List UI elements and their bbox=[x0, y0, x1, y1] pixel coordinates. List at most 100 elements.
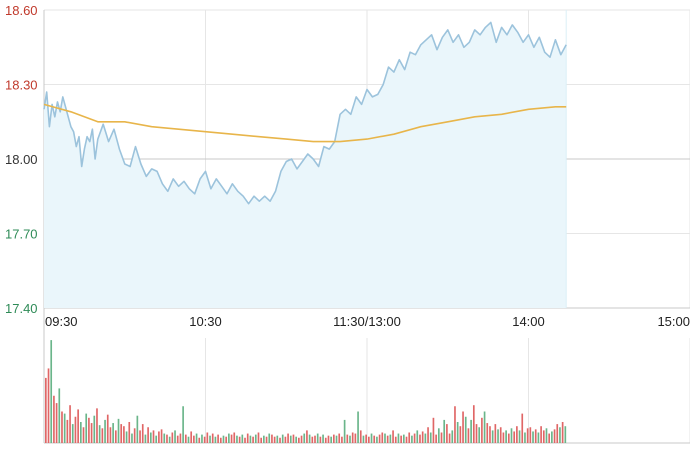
volume-bar bbox=[158, 431, 160, 443]
volume-bar bbox=[494, 424, 497, 443]
volume-bar bbox=[537, 432, 540, 443]
volume-bars bbox=[45, 340, 567, 443]
y-tick-label: 17.70 bbox=[5, 227, 38, 242]
volume-bar bbox=[459, 426, 462, 443]
volume-bar bbox=[155, 435, 158, 443]
volume-bar bbox=[559, 427, 561, 443]
volume-bar bbox=[45, 377, 47, 443]
volume-bar bbox=[182, 406, 184, 443]
volume-bar bbox=[499, 427, 502, 443]
volume-bar bbox=[184, 434, 187, 443]
volume-bar bbox=[279, 437, 281, 443]
volume-bar bbox=[341, 436, 343, 443]
volume-bar bbox=[117, 418, 120, 443]
volume-bar bbox=[532, 431, 534, 443]
volume-bar bbox=[114, 430, 117, 443]
volume-bar bbox=[268, 433, 271, 443]
volume-bar bbox=[427, 427, 429, 443]
volume-bar bbox=[238, 436, 241, 443]
volume-bar bbox=[176, 435, 179, 443]
volume-bar bbox=[292, 434, 295, 443]
volume-bar bbox=[209, 435, 211, 443]
volume-bar bbox=[489, 426, 491, 443]
volume-bar bbox=[526, 428, 529, 443]
volume-bar bbox=[324, 437, 327, 443]
x-tick-label: 10:30 bbox=[189, 314, 222, 329]
y-tick-label: 17.40 bbox=[5, 301, 38, 316]
volume-bar bbox=[440, 432, 443, 443]
volume-bar bbox=[314, 435, 316, 443]
x-tick-label: 11:30/13:00 bbox=[333, 314, 401, 329]
volume-bar bbox=[152, 430, 155, 443]
volume-bar bbox=[149, 432, 152, 443]
volume-bar bbox=[373, 435, 376, 443]
volume-bar bbox=[351, 432, 354, 443]
volume-bar bbox=[168, 436, 171, 443]
volume-bar bbox=[63, 413, 66, 443]
volume-bar bbox=[335, 435, 338, 443]
volume-bar bbox=[90, 423, 93, 443]
y-tick-label: 18.00 bbox=[5, 152, 38, 167]
volume-bar bbox=[174, 430, 176, 443]
volume-bar bbox=[195, 433, 198, 443]
volume-bar bbox=[211, 433, 214, 443]
volume-bar bbox=[475, 424, 478, 443]
volume-bar bbox=[451, 430, 454, 443]
volume-bar bbox=[534, 429, 537, 443]
volume-bar bbox=[327, 435, 330, 443]
volume-bar bbox=[362, 435, 365, 443]
volume-bar bbox=[432, 417, 435, 443]
volume-bar bbox=[394, 436, 397, 443]
volume-bar bbox=[298, 437, 300, 443]
volume-bar bbox=[359, 430, 362, 443]
volume-bar bbox=[203, 436, 206, 443]
volume-bar bbox=[421, 431, 424, 443]
volume-bar bbox=[190, 431, 193, 443]
volume-bar bbox=[322, 434, 324, 443]
volume-bar bbox=[411, 435, 413, 443]
volume-bar bbox=[443, 419, 446, 443]
volume-bar bbox=[85, 413, 88, 443]
volume-bar bbox=[551, 431, 553, 443]
volume-bar bbox=[386, 435, 389, 443]
volume-bar bbox=[206, 432, 209, 443]
volume-bar bbox=[419, 434, 421, 443]
volume-bar bbox=[542, 430, 545, 443]
volume-bar bbox=[524, 432, 526, 443]
volume-bar bbox=[319, 436, 322, 443]
volume-bar bbox=[354, 433, 357, 443]
volume-bar bbox=[265, 436, 268, 443]
volume-bar bbox=[505, 430, 507, 443]
volume-bar bbox=[171, 432, 174, 443]
volume-bar bbox=[219, 437, 222, 443]
x-tick-label: 14:00 bbox=[512, 314, 545, 329]
volume-bar bbox=[139, 430, 141, 443]
volume-bar bbox=[228, 433, 230, 443]
volume-bar bbox=[50, 340, 53, 443]
volume-bar bbox=[502, 432, 505, 443]
volume-bar bbox=[357, 411, 359, 443]
volume-bar bbox=[521, 413, 524, 443]
volume-bar bbox=[244, 437, 246, 443]
volume-bar bbox=[225, 436, 228, 443]
volume-bar bbox=[101, 428, 104, 443]
volume-bar bbox=[400, 435, 402, 443]
volume-bar bbox=[481, 417, 483, 443]
volume-bar bbox=[104, 419, 106, 443]
volume-bar bbox=[263, 435, 265, 443]
volume-bar bbox=[133, 428, 136, 443]
volume-bar bbox=[214, 436, 217, 443]
volume-bar bbox=[507, 433, 510, 443]
volume-bar bbox=[53, 395, 55, 443]
volume-bar bbox=[437, 428, 440, 443]
volume-bar bbox=[513, 431, 516, 443]
volume-bar bbox=[147, 427, 149, 443]
volume-bar bbox=[446, 424, 448, 443]
price-line bbox=[43, 21, 567, 205]
volume-bar bbox=[516, 426, 518, 443]
volume-bar bbox=[405, 436, 408, 443]
volume-bar bbox=[497, 429, 499, 443]
volume-bar bbox=[284, 436, 287, 443]
volume-bar bbox=[106, 414, 109, 443]
volume-bar bbox=[47, 368, 50, 443]
